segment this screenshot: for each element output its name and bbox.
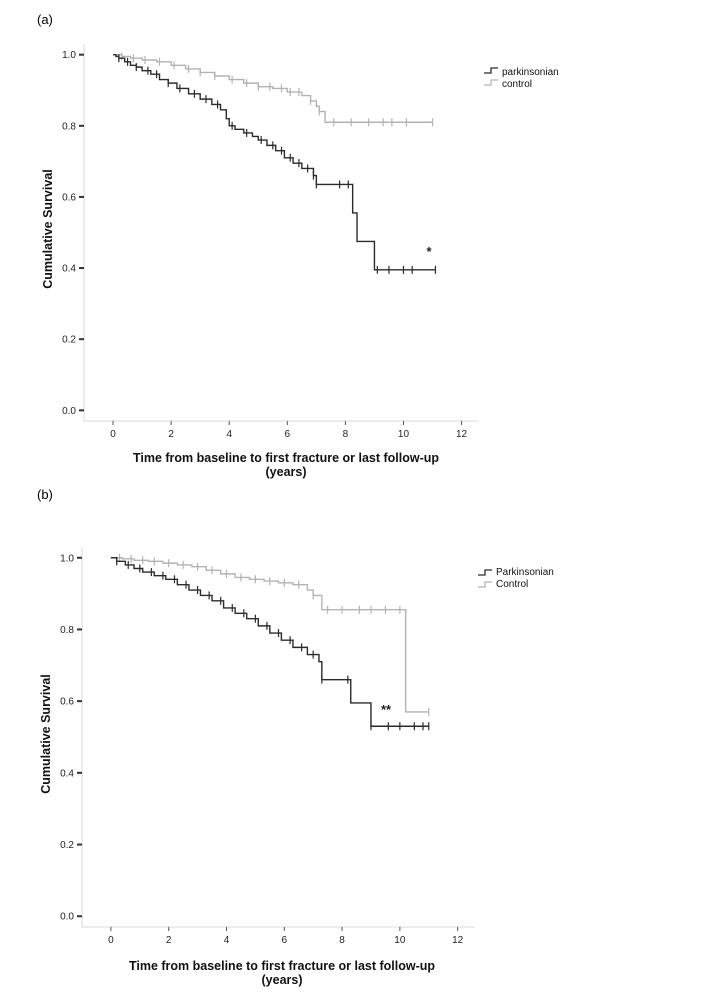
legend-label-control-b: Control	[496, 579, 528, 590]
y-tick-label-a: 0.2	[62, 335, 76, 346]
y-tick-label-a: 0.0	[62, 406, 76, 417]
x-tick-label-a: 0	[110, 429, 116, 440]
x-tick-label-b: 6	[281, 935, 287, 946]
panel-label-b: (b)	[37, 487, 53, 502]
legend-swatch-control-a	[484, 79, 498, 86]
y-tick-label-b: 0.8	[60, 625, 74, 636]
y-tick-label-b: 0.2	[60, 840, 74, 851]
legend-label-parkinsonian-b: Parkinsonian	[496, 567, 554, 578]
legend-label-parkinsonian-a: parkinsonian	[502, 67, 559, 78]
legend-swatch-control-b	[478, 581, 492, 588]
x-axis-title-b-line2: (years)	[262, 973, 303, 987]
panel-a: Cumulative Survival Time from baseline t…	[41, 44, 559, 479]
significance-marker-a: *	[426, 244, 432, 259]
panel-b: Cumulative Survival Time from baseline t…	[39, 547, 554, 987]
x-tick-label-a: 8	[343, 429, 349, 440]
legend-swatch-parkinsonian-b	[478, 569, 492, 576]
legend-b: Parkinsonian Control	[478, 567, 554, 590]
survival-curve-parkinsonian-a	[113, 53, 436, 271]
x-tick-label-a: 4	[226, 429, 232, 440]
x-tick-label-b: 12	[452, 935, 464, 946]
x-tick-label-b: 10	[394, 935, 406, 946]
legend-label-control-a: control	[502, 79, 532, 90]
x-tick-label-b: 8	[339, 935, 345, 946]
x-axis-title-a-line2: (years)	[266, 465, 307, 479]
survival-curve-control-a	[113, 53, 433, 123]
y-tick-label-a: 0.4	[62, 264, 76, 275]
y-tick-label-a: 0.6	[62, 192, 76, 203]
y-axis-title-b: Cumulative Survival	[39, 674, 53, 794]
y-tick-label-b: 0.0	[60, 912, 74, 923]
x-tick-label-b: 2	[166, 935, 172, 946]
survival-curve-control-b	[110, 557, 429, 713]
x-axis-title-b-line1: Time from baseline to first fracture or …	[129, 959, 435, 973]
x-tick-label-b: 4	[224, 935, 230, 946]
y-tick-label-b: 1.0	[60, 553, 74, 564]
y-axis-title-a: Cumulative Survival	[41, 169, 55, 289]
panel-label-a: (a)	[37, 12, 53, 27]
survival-curve-parkinsonian-b	[110, 557, 429, 727]
y-tick-label-a: 0.8	[62, 121, 76, 132]
x-tick-label-b: 0	[108, 935, 114, 946]
significance-marker-b: **	[381, 702, 392, 717]
x-tick-label-a: 12	[456, 429, 468, 440]
x-tick-label-a: 10	[398, 429, 410, 440]
legend-swatch-parkinsonian-a	[484, 67, 498, 74]
x-tick-label-a: 2	[168, 429, 174, 440]
y-tick-label-a: 1.0	[62, 50, 76, 61]
x-axis-title-a-line1: Time from baseline to first fracture or …	[133, 451, 439, 465]
y-tick-label-b: 0.4	[60, 768, 74, 779]
x-tick-label-a: 6	[285, 429, 291, 440]
y-tick-label-b: 0.6	[60, 697, 74, 708]
legend-a: parkinsonian control	[484, 67, 559, 90]
